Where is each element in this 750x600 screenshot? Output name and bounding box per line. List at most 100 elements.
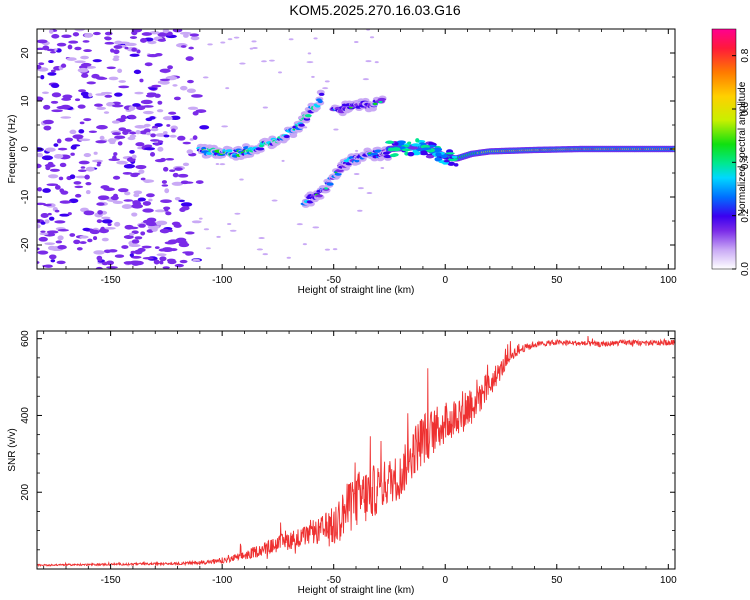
spectrogram-cell: [142, 105, 154, 108]
spectrogram-cell: [154, 142, 161, 146]
spectrogram-cell: [128, 232, 135, 236]
spectrogram-cell: [154, 246, 160, 249]
x-tick-label: -100: [212, 575, 232, 586]
spectrogram-cell: [411, 143, 421, 147]
spectrogram-cell: [317, 99, 323, 104]
spectrogram-cell: [77, 67, 89, 73]
spectrogram-cell: [50, 100, 59, 104]
spectrogram-cell: [225, 149, 233, 153]
spectrogram-cell: [173, 96, 181, 101]
spectrogram-cell: [48, 216, 55, 221]
spectrogram-cell: [101, 219, 113, 224]
spectrogram-cell: [75, 193, 82, 198]
spectrogram-cell: [324, 80, 330, 83]
spectrogram-cell: [271, 199, 278, 202]
spectrogram-cell: [447, 161, 456, 166]
spectrogram-cell: [69, 129, 77, 135]
spectrogram-cell: [124, 191, 131, 196]
spectrogram-cell: [69, 233, 76, 237]
spectrogram-cell: [85, 190, 91, 195]
spectrogram-cell: [123, 235, 134, 240]
spectrogram-cell: [66, 57, 77, 61]
spectrogram-cell: [69, 198, 79, 204]
spectrogram-y-label: Frequency (Hz): [7, 115, 18, 184]
spectrogram-cell: [427, 149, 434, 153]
spectrogram-cell: [180, 180, 189, 185]
spectrogram-cell: [136, 49, 141, 54]
colorbar-tick-label: 0.4: [740, 155, 750, 169]
spectrogram-cell: [191, 258, 201, 262]
spectrogram-cell: [123, 129, 132, 133]
spectrogram-cell: [37, 187, 42, 192]
spectrogram-cell: [57, 244, 67, 250]
spectrogram-cell: [47, 72, 57, 76]
spectrogram-cell: [171, 221, 181, 226]
spectrogram-cell: [96, 161, 102, 165]
spectrogram-cell: [37, 250, 49, 255]
spectrogram-cell: [74, 185, 84, 189]
spectrogram-cell: [40, 230, 46, 234]
spectrogram-cell: [215, 162, 220, 165]
spectrogram-cell: [117, 141, 123, 146]
spectrogram-cell: [159, 256, 167, 262]
spectrogram-cell: [134, 236, 143, 240]
spectrogram-cell: [95, 266, 103, 269]
spectrogram-cell: [92, 236, 98, 241]
spectrogram-cell: [75, 175, 87, 179]
spectrogram-cell: [355, 149, 359, 152]
spectrogram-cell: [99, 135, 105, 141]
spectrogram-cell: [157, 146, 164, 152]
spectrogram-cell: [91, 159, 104, 163]
x-tick-label: 0: [442, 575, 448, 586]
spectrogram-cell: [100, 226, 106, 232]
spectrogram-cell: [104, 36, 112, 41]
spectrogram-cell: [142, 257, 154, 260]
spectrogram-cell: [82, 40, 90, 43]
spectrogram-cell: [162, 266, 170, 269]
spectrogram-cell: [425, 154, 435, 159]
spectrogram-cell: [401, 148, 411, 152]
spectrogram-x-ticks: -150 -100 -50 0 50 100: [43, 29, 677, 286]
spectrogram-cell: [391, 147, 401, 152]
x-tick-label: 0: [442, 275, 448, 286]
spectrogram-cell: [80, 55, 89, 60]
spectrogram-cell: [216, 235, 221, 238]
spectrogram-cell: [164, 188, 170, 194]
spectrogram-cell: [296, 223, 303, 226]
spectrogram-cell: [172, 84, 178, 87]
spectrogram-cell: [97, 195, 110, 201]
spectrogram-cell: [178, 199, 185, 203]
spectrogram-cell: [251, 40, 257, 43]
spectrogram-cell: [154, 123, 163, 127]
spectrogram-cell: [396, 140, 406, 144]
spectrogram-cell: [157, 32, 168, 37]
spectrogram-cell: [415, 138, 420, 143]
spectrogram-cell: [307, 52, 312, 55]
spectrogram-cell: [313, 37, 318, 40]
spectrogram-blobs: [37, 29, 675, 269]
spectrogram-cell: [46, 230, 59, 234]
spectrogram-cell: [205, 247, 211, 250]
spectrogram-cell: [79, 241, 87, 244]
spectrogram-cell: [322, 87, 329, 90]
spectrogram-cell: [37, 96, 44, 102]
spectrogram-cell: [50, 69, 56, 73]
spectrogram-cell: [357, 209, 363, 212]
spectrogram-cell: [50, 83, 60, 89]
spectrogram-cell: [385, 140, 394, 144]
spectrogram-cell: [44, 264, 53, 268]
spectrogram-cell: [144, 147, 156, 151]
spectrogram-cell: [407, 151, 415, 157]
spectrogram-cell: [42, 188, 51, 193]
spectrogram-cell: [45, 147, 56, 152]
spectrogram-cell: [37, 163, 42, 169]
spectrogram-cell: [147, 53, 159, 58]
spectrogram-cell: [225, 87, 230, 90]
spectrogram-cell: [383, 154, 392, 159]
x-tick-label: 100: [660, 275, 677, 286]
y-tick-label: 10: [20, 95, 31, 107]
spectrogram-cell: [150, 127, 159, 132]
spectrogram-cell: [175, 237, 187, 243]
spectrogram-cell: [234, 212, 241, 215]
spectrogram-cell: [145, 117, 153, 122]
